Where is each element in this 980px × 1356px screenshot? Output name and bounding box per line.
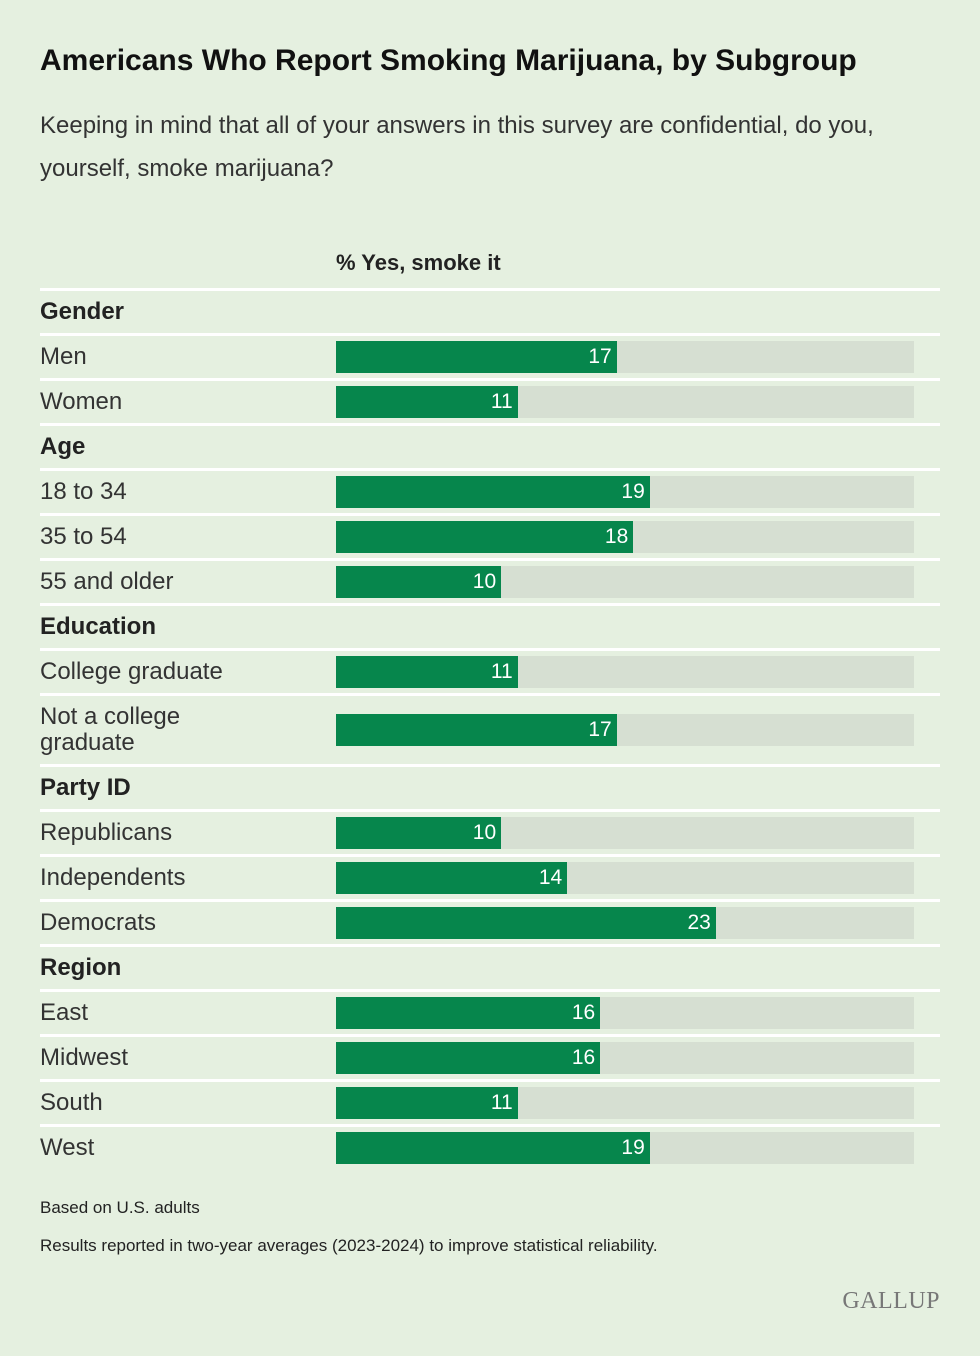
group-label: Age xyxy=(40,433,86,460)
value-label: 10 xyxy=(472,570,497,593)
category-label: East xyxy=(40,999,89,1026)
value-label: 18 xyxy=(604,525,629,548)
category-label: Independents xyxy=(40,864,186,891)
value-label: 11 xyxy=(490,660,513,683)
category-row: 35 to 54 18 xyxy=(40,513,940,558)
category-row: College graduate 11 xyxy=(40,648,940,693)
category-label: Midwest xyxy=(40,1044,129,1071)
category-label: West xyxy=(40,1134,95,1161)
value-label: 16 xyxy=(571,1046,596,1069)
category-row: Democrats 23 xyxy=(40,899,940,944)
group-label: Party ID xyxy=(40,774,131,801)
bar xyxy=(336,566,502,598)
group-row: Region xyxy=(40,944,940,989)
category-label: 55 and older xyxy=(40,568,174,595)
value-label: 16 xyxy=(571,1001,596,1024)
category-label: Democrats xyxy=(40,909,157,936)
group-row: Age xyxy=(40,423,940,468)
group-label: Region xyxy=(40,954,122,981)
notes: Based on U.S. adults Results reported in … xyxy=(40,1198,658,1274)
bar-track: 19 xyxy=(336,1132,914,1164)
category-label: Not a college graduate xyxy=(40,703,181,756)
bar-track: 17 xyxy=(336,341,914,373)
column-label: % Yes, smoke it xyxy=(336,250,501,275)
bar xyxy=(336,1087,518,1119)
chart-title: Americans Who Report Smoking Marijuana, … xyxy=(40,44,857,77)
bar xyxy=(336,817,502,849)
value-label: 11 xyxy=(490,1091,513,1114)
bar xyxy=(336,1132,650,1164)
bar-track: 14 xyxy=(336,862,914,894)
bar-track: 11 xyxy=(336,386,914,418)
group-label: Education xyxy=(40,613,157,640)
bar-track: 17 xyxy=(336,714,914,746)
bar-track: 10 xyxy=(336,817,914,849)
bar-track: 11 xyxy=(336,656,914,688)
value-label: 19 xyxy=(621,1136,645,1159)
bar-track: 10 xyxy=(336,566,914,598)
value-label: 17 xyxy=(588,718,612,741)
category-label: College graduate xyxy=(40,658,223,685)
category-row: Republicans 10 xyxy=(40,809,940,854)
note: Results reported in two-year averages (2… xyxy=(40,1236,658,1255)
category-row: Midwest 16 xyxy=(40,1034,940,1079)
rows: Gender Men 17 Women 11 Age 18 to 34 19 35 to 54 1… xyxy=(40,288,940,1169)
category-label: Women xyxy=(40,388,123,415)
category-label: 35 to 54 xyxy=(40,523,127,550)
bar xyxy=(336,386,518,418)
category-row: Men 17 xyxy=(40,333,940,378)
bar-track: 18 xyxy=(336,521,914,553)
value-label: 17 xyxy=(588,345,612,368)
bar xyxy=(336,656,518,688)
category-label: Men xyxy=(40,343,87,370)
bar xyxy=(336,1042,601,1074)
value-label: 19 xyxy=(621,480,645,503)
category-row: Not a college graduate 17 xyxy=(40,693,940,764)
value-label: 23 xyxy=(687,911,711,934)
bar xyxy=(336,862,568,894)
category-label: 18 to 34 xyxy=(40,478,127,505)
group-row: Education xyxy=(40,603,940,648)
group-label: Gender xyxy=(40,298,125,325)
group-row: Gender xyxy=(40,288,940,333)
group-row: Party ID xyxy=(40,764,940,809)
category-row: 18 to 34 19 xyxy=(40,468,940,513)
bar-track: 23 xyxy=(336,907,914,939)
category-row: East 16 xyxy=(40,989,940,1034)
bar xyxy=(336,907,716,939)
category-row: Women 11 xyxy=(40,378,940,423)
category-label: Republicans xyxy=(40,819,173,846)
bar xyxy=(336,521,634,553)
category-label: South xyxy=(40,1089,103,1116)
bar-track: 16 xyxy=(336,1042,914,1074)
bar-track: 16 xyxy=(336,997,914,1029)
value-label: 14 xyxy=(538,866,563,889)
category-row: Independents 14 xyxy=(40,854,940,899)
bar-track: 19 xyxy=(336,476,914,508)
bar xyxy=(336,476,650,508)
category-row: 55 and older 10 xyxy=(40,558,940,603)
chart-subtitle: Keeping in mind that all of your answers… xyxy=(40,112,874,182)
value-label: 11 xyxy=(490,390,513,413)
bar-track: 11 xyxy=(336,1087,914,1119)
bar xyxy=(336,341,617,373)
logo: GALLUP xyxy=(842,1288,940,1314)
note: Based on U.S. adults xyxy=(40,1198,200,1217)
bar xyxy=(336,714,617,746)
category-row: West 19 xyxy=(40,1124,940,1169)
value-label: 10 xyxy=(472,821,497,844)
bar xyxy=(336,997,601,1029)
category-row: South 11 xyxy=(40,1079,940,1124)
